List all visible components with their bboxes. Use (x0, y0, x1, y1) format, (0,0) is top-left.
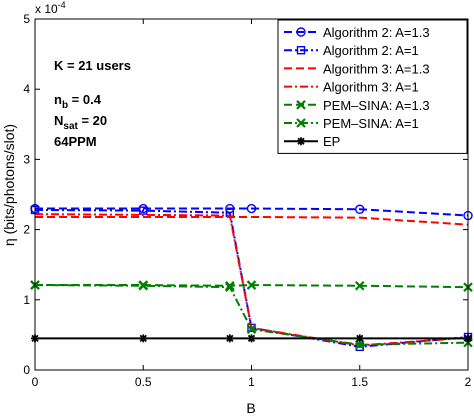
y-axis-label: η (bits/photons/slot) (1, 124, 17, 246)
y-tick-label: 5 (23, 12, 30, 26)
y-tick-label: 4 (23, 82, 30, 96)
x-axis-label: B (246, 400, 255, 416)
legend-label: PEM–SINA: A=1 (323, 116, 419, 131)
legend-marker (296, 118, 306, 128)
legend-label: Algorithm 2: A=1 (323, 43, 419, 58)
data-point (355, 204, 365, 214)
data-point (354, 280, 365, 291)
series-2 (35, 215, 469, 226)
series-line (35, 215, 469, 226)
legend-label: Algorithm 2: A=1.3 (323, 25, 430, 40)
legend-label: Algorithm 3: A=1.3 (323, 61, 430, 76)
data-point (354, 339, 365, 350)
axes-layer: 0 0.5 1 1.5 2 0 1 2 3 4 5 (23, 12, 471, 389)
legend-marker (297, 137, 305, 146)
legend-entry: Algorithm 2: A=1.3 (284, 25, 430, 40)
legend-marker (296, 100, 306, 110)
legend-marker (296, 27, 306, 37)
data-point (247, 334, 256, 343)
legend-entry: Algorithm 3: A=1.3 (284, 61, 430, 76)
legend-label: EP (323, 134, 340, 149)
data-point (246, 203, 257, 214)
legend-entry: Algorithm 2: A=1 (284, 43, 419, 58)
data-point (225, 282, 235, 292)
annotation-users: K = 21 users (54, 58, 131, 73)
x-tick-label: 1 (248, 375, 255, 389)
legend-entry: EP (284, 134, 340, 149)
series-line (35, 284, 469, 289)
data-point (246, 324, 257, 335)
annotation-ppm: 64PPM (54, 134, 97, 149)
y-tick-label: 2 (23, 223, 30, 237)
legend-label: Algorithm 3: A=1 (323, 80, 419, 95)
legend-entry: Algorithm 3: A=1 (284, 80, 419, 95)
data-point (355, 334, 364, 343)
legend-entry: PEM–SINA: A=1.3 (284, 98, 430, 113)
data-point (138, 280, 149, 291)
x-tick-label: 0.5 (135, 375, 152, 389)
y-exponent-label: x 10-4 (35, 0, 66, 16)
y-tick-label: 3 (23, 152, 30, 166)
legend-label: PEM–SINA: A=1.3 (323, 98, 430, 113)
annotation-nb: nb = 0.4 (54, 92, 102, 111)
x-tick-label: 2 (465, 375, 472, 389)
y-tick-label: 0 (23, 363, 30, 377)
x-tick-label: 0 (32, 375, 39, 389)
series-line (35, 207, 469, 217)
legend: Algorithm 2: A=1.3 Algorithm 2: A=1 Algori… (277, 19, 468, 154)
legend-entry: PEM–SINA: A=1 (284, 116, 419, 131)
legend-box (277, 19, 468, 154)
series-layer (30, 203, 473, 352)
series-line (34, 284, 469, 346)
annotation-nsat: Nsat = 20 (54, 113, 107, 132)
x-tick-label: 1.5 (351, 375, 368, 389)
data-point (225, 334, 234, 343)
annotation-block: K = 21 users nb = 0.4 Nsat = 20 64PPM (54, 58, 131, 149)
data-point (246, 280, 257, 290)
y-tick-label: 1 (23, 293, 30, 307)
legend-marker (296, 46, 306, 55)
data-point (139, 334, 148, 343)
